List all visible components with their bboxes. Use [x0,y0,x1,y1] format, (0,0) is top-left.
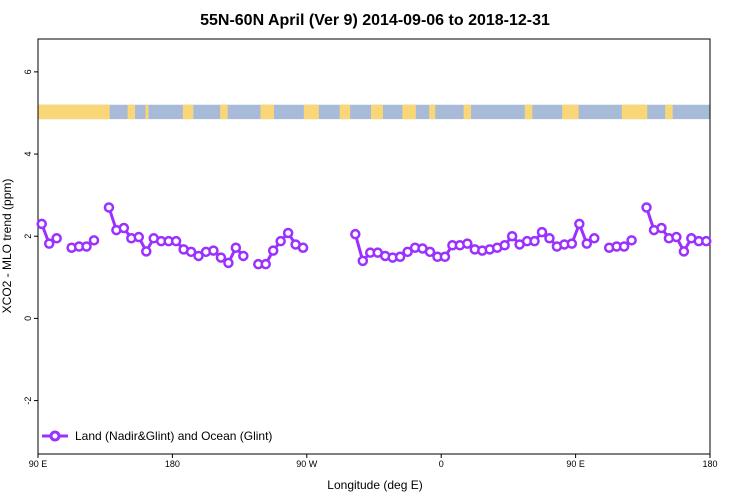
land-ocean-band [38,104,710,120]
series-layer [36,202,712,270]
data-point-27 [260,258,271,270]
data-point-16 [170,235,182,247]
data-point-18 [185,246,197,258]
land-band-3 [182,104,194,120]
data-point-39 [394,251,406,263]
data-point-53 [499,240,510,251]
data-point-68 [618,241,630,252]
data-point-69 [626,235,637,246]
land-band-4 [220,104,228,120]
data-point-43 [424,246,436,258]
land-band-15 [665,104,673,120]
land-band-8 [371,104,383,120]
data-point-25 [238,250,249,262]
data-point-5 [81,241,92,252]
legend-marker [49,430,61,442]
data-point-12 [141,246,152,257]
land-band-1 [127,104,136,120]
data-point-48 [462,238,473,249]
y-axis-label: XCO2 - MLO trend (ppm) [0,179,14,314]
land-band-5 [260,104,274,120]
y-tick-label-1: 0 [23,316,33,321]
y-tick-label-3: 4 [23,152,33,157]
data-point-19 [193,250,204,262]
land-band-2 [145,104,149,120]
land-band-13 [562,104,579,120]
data-point-70 [641,202,652,213]
data-point-62 [566,238,578,249]
y-tick-label-4: 6 [23,69,33,74]
x-tick-label-4: 90 E [566,459,585,469]
data-point-59 [544,233,555,244]
land-band-9 [402,104,416,120]
data-point-24 [230,242,242,253]
data-point-32 [297,242,309,253]
data-point-57 [529,235,540,247]
land-band-7 [339,104,351,120]
land-band-14 [621,104,648,120]
data-point-58 [536,226,548,238]
data-point-40 [402,246,413,258]
data-point-33 [350,228,361,240]
x-tick-label-2: 90 W [296,459,318,469]
data-point-34 [357,255,369,267]
data-point-64 [581,238,593,249]
data-point-7 [103,202,115,213]
data-point-30 [282,227,294,239]
y-tick-label-0: -2 [23,397,33,405]
data-point-6 [88,235,100,246]
axis-ticks: 90 E 180 90 W 0 90 E 180 -2 0 2 4 6 [23,69,718,469]
data-point-54 [506,230,518,242]
data-point-28 [267,245,279,256]
data-point-72 [656,222,667,234]
data-point-75 [678,246,690,257]
x-tick-label-0: 90 E [29,459,48,469]
legend-label: Land (Nadir&Glint) and Ocean (Glint) [75,429,272,443]
data-point-11 [133,231,145,243]
x-tick-label-3: 0 [439,459,444,469]
data-point-65 [589,233,600,244]
plot-frame [37,38,711,455]
data-point-21 [208,245,219,256]
data-point-9 [118,222,130,234]
data-point-78 [701,235,712,247]
legend: Land (Nadir&Glint) and Ocean (Glint) [42,429,272,443]
data-point-74 [671,231,682,243]
data-point-1 [43,238,55,249]
land-band-10 [429,104,436,120]
land-band-0 [38,104,110,120]
x-axis-label: Longitude (deg E) [327,478,422,492]
data-point-23 [223,257,234,269]
x-tick-label-1: 180 [165,459,180,469]
data-point-45 [439,251,451,263]
data-point-2 [51,233,62,244]
chart-title: 55N-60N April (Ver 9) 2014-09-06 to 2018… [200,12,550,29]
land-band-6 [303,104,319,120]
data-point-22 [215,252,227,263]
x-tick-label-5: 180 [702,459,717,469]
data-point-0 [36,218,47,230]
y-tick-label-2: 2 [23,234,33,239]
land-band-11 [463,104,472,120]
land-band-12 [524,104,533,120]
data-point-63 [574,218,585,230]
data-point-29 [275,235,286,247]
